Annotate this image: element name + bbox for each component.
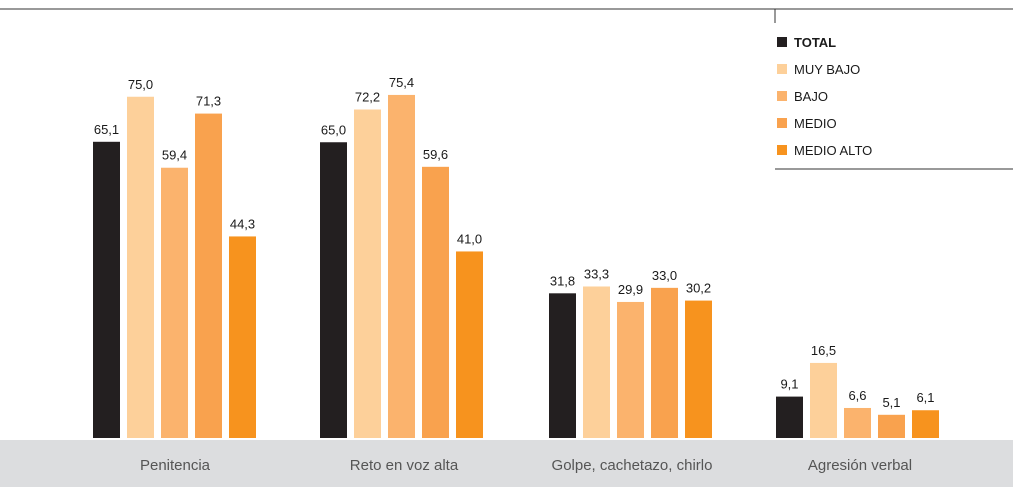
legend-swatch <box>777 145 787 155</box>
value-label: 59,4 <box>162 148 187 163</box>
value-label: 41,0 <box>457 231 482 246</box>
legend-label: TOTAL <box>794 35 836 50</box>
bars-layer <box>93 94 939 439</box>
bar <box>878 414 905 438</box>
category-label: Golpe, cachetazo, chirlo <box>552 457 713 474</box>
value-label: 75,0 <box>128 77 153 92</box>
bar <box>651 287 678 438</box>
bar <box>354 109 381 439</box>
value-label: 33,0 <box>652 268 677 283</box>
bar <box>195 113 222 439</box>
value-label: 16,5 <box>811 343 836 358</box>
bar <box>912 410 939 438</box>
legend-swatch <box>777 118 787 128</box>
bar <box>320 142 347 438</box>
bar <box>617 301 644 438</box>
bar <box>456 251 483 438</box>
value-label: 72,2 <box>355 89 380 104</box>
category-label: Penitencia <box>140 457 211 474</box>
value-label: 65,1 <box>94 122 119 137</box>
value-label: 33,3 <box>584 266 609 281</box>
value-label: 44,3 <box>230 216 255 231</box>
value-label: 59,6 <box>423 147 448 162</box>
legend: TOTAL MUY BAJO BAJO MEDIO MEDIO ALTO <box>774 9 1013 170</box>
category-label: Agresión verbal <box>808 457 912 474</box>
bar <box>844 407 871 438</box>
value-label: 75,4 <box>389 75 414 90</box>
category-band <box>0 440 1013 487</box>
legend-label: MUY BAJO <box>794 62 860 77</box>
category-label: Reto en voz alta <box>350 457 459 474</box>
bar <box>549 293 576 438</box>
value-label: 6,6 <box>848 388 866 403</box>
legend-label: BAJO <box>794 89 828 104</box>
bar <box>776 396 803 438</box>
bar <box>161 167 188 439</box>
bar <box>422 166 449 438</box>
bar <box>388 94 415 439</box>
legend-swatch <box>777 37 787 47</box>
bar <box>229 236 256 438</box>
value-labels-layer: 65,1 75,0 59,4 71,3 44,3 65,0 72,2 75,4 59,6 41,0… <box>94 75 935 410</box>
legend-swatch <box>777 91 787 101</box>
bar <box>810 362 837 438</box>
value-label: 5,1 <box>882 395 900 410</box>
value-label: 9,1 <box>780 377 798 392</box>
bar <box>93 141 120 439</box>
value-label: 31,8 <box>550 273 575 288</box>
value-label: 6,1 <box>916 390 934 405</box>
bar <box>685 300 712 438</box>
legend-label: MEDIO <box>794 116 837 131</box>
legend-swatch <box>777 64 787 74</box>
bar <box>127 96 154 438</box>
bar <box>583 286 610 438</box>
value-label: 29,9 <box>618 282 643 297</box>
category-labels-layer: Penitencia Reto en voz alta Golpe, cacheta… <box>140 457 912 474</box>
value-label: 71,3 <box>196 94 221 109</box>
value-label: 65,0 <box>321 122 346 137</box>
legend-label: MEDIO ALTO <box>794 143 872 158</box>
value-label: 30,2 <box>686 281 711 296</box>
